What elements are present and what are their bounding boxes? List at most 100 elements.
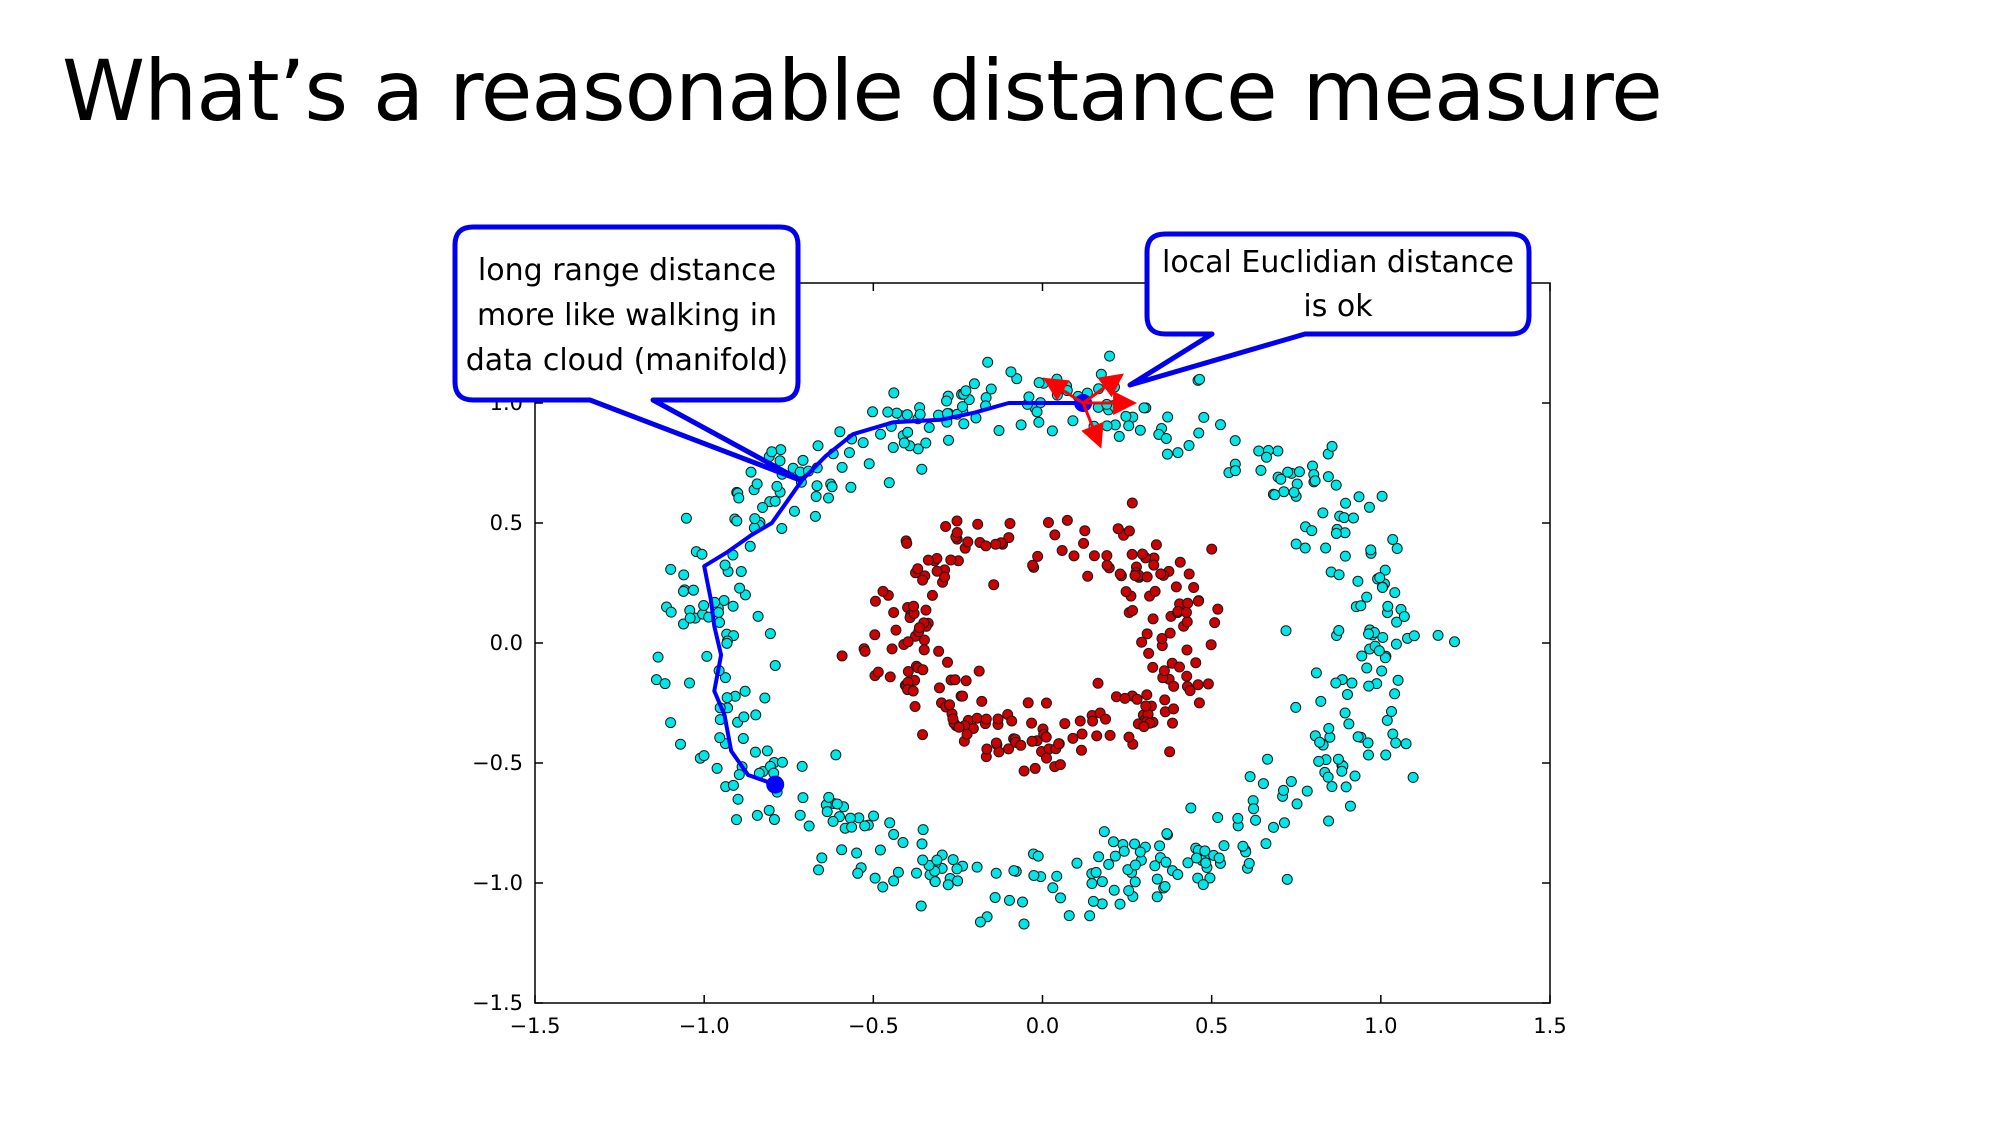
data-point xyxy=(769,659,781,671)
data-point xyxy=(852,867,864,879)
data-point xyxy=(1017,896,1029,908)
data-point xyxy=(1049,529,1061,541)
data-point xyxy=(972,518,984,530)
data-point xyxy=(771,480,783,492)
data-point xyxy=(915,900,927,912)
data-point xyxy=(1003,532,1015,544)
data-point xyxy=(926,589,938,601)
data-point xyxy=(823,492,835,504)
data-point xyxy=(1161,448,1173,460)
data-point xyxy=(1087,715,1099,727)
data-point xyxy=(1123,420,1135,432)
data-point xyxy=(1382,600,1394,612)
data-point xyxy=(1029,762,1041,774)
data-point xyxy=(1191,852,1203,864)
data-point xyxy=(733,769,745,781)
data-point xyxy=(1381,714,1393,726)
data-point xyxy=(1333,569,1345,581)
data-point xyxy=(1282,466,1294,478)
data-point xyxy=(985,383,997,395)
data-point xyxy=(1158,665,1170,677)
data-point xyxy=(683,677,695,689)
data-point xyxy=(947,713,959,725)
data-point xyxy=(920,604,932,616)
x-tick-label: −1.5 xyxy=(510,1014,561,1038)
data-point xyxy=(1449,636,1461,648)
data-point xyxy=(665,606,677,618)
data-point xyxy=(982,356,994,368)
data-point xyxy=(981,743,993,755)
data-point xyxy=(940,521,952,533)
data-point xyxy=(1391,543,1403,555)
data-point xyxy=(1181,616,1193,628)
data-point xyxy=(659,678,671,690)
data-point xyxy=(1379,564,1391,576)
data-point xyxy=(1389,688,1401,700)
data-point xyxy=(917,729,929,741)
data-point xyxy=(1071,857,1083,869)
data-point xyxy=(1150,539,1162,551)
data-point xyxy=(1310,667,1322,679)
data-point xyxy=(797,792,809,804)
data-point xyxy=(884,671,896,683)
data-point xyxy=(1344,800,1356,812)
data-point xyxy=(1392,674,1404,686)
data-point xyxy=(1103,858,1115,870)
data-point xyxy=(1260,451,1272,463)
data-point xyxy=(1101,550,1113,562)
data-point xyxy=(1104,350,1116,362)
data-point xyxy=(1408,630,1420,642)
data-point xyxy=(1380,749,1392,761)
data-point xyxy=(958,418,970,430)
data-point xyxy=(698,750,710,762)
data-point xyxy=(1126,497,1138,509)
data-point xyxy=(898,437,910,449)
data-point xyxy=(1172,447,1184,459)
data-point xyxy=(859,645,871,657)
data-point xyxy=(1095,368,1107,380)
data-point xyxy=(1362,737,1374,749)
data-point xyxy=(1162,411,1174,423)
data-point xyxy=(1215,419,1227,431)
data-point xyxy=(1272,445,1284,457)
data-point xyxy=(1159,881,1171,893)
data-point xyxy=(1143,647,1155,659)
data-point xyxy=(1205,639,1217,651)
data-point xyxy=(750,709,762,721)
data-point xyxy=(749,513,761,525)
data-point xyxy=(1123,525,1135,537)
data-point xyxy=(1028,869,1040,881)
callout-bubble: long range distance more like walking in d… xyxy=(452,224,803,483)
data-point xyxy=(1232,812,1244,824)
data-point xyxy=(675,738,687,750)
data-point xyxy=(1278,784,1290,796)
data-point xyxy=(1390,737,1402,749)
data-point xyxy=(1390,638,1402,650)
data-point xyxy=(882,406,894,418)
data-point xyxy=(887,441,899,453)
data-point xyxy=(1293,466,1305,478)
data-point xyxy=(1147,613,1159,625)
data-point xyxy=(891,407,903,419)
data-point xyxy=(759,692,771,704)
data-point xyxy=(872,666,884,678)
data-point xyxy=(1374,572,1386,584)
data-point xyxy=(1260,838,1272,850)
data-point xyxy=(933,645,945,657)
data-point xyxy=(739,685,751,697)
data-point xyxy=(1168,680,1180,692)
data-point xyxy=(863,458,875,470)
data-point xyxy=(744,540,756,552)
data-point xyxy=(1269,489,1281,501)
data-point xyxy=(1054,759,1066,771)
x-tick-label: −1.0 xyxy=(679,1014,730,1038)
data-point xyxy=(952,875,964,887)
data-point xyxy=(1120,410,1132,422)
data-point xyxy=(1148,559,1160,571)
data-point xyxy=(1061,514,1073,526)
data-point xyxy=(836,650,848,662)
data-point xyxy=(1172,868,1184,880)
data-point xyxy=(1041,752,1053,764)
data-point xyxy=(1068,550,1080,562)
data-point xyxy=(701,650,713,662)
